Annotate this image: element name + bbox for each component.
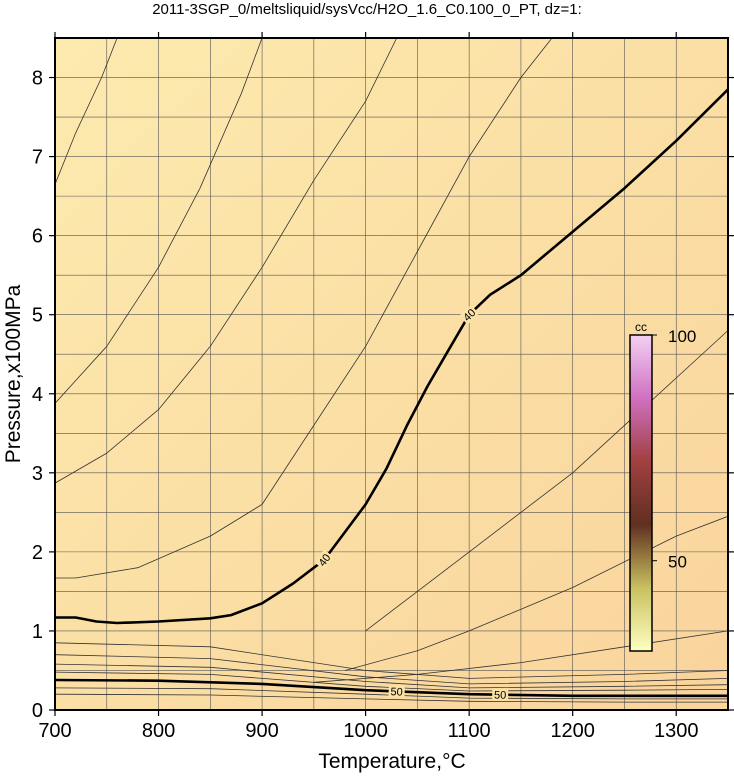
contour-label: 40 bbox=[317, 552, 334, 569]
x-tick-label: 1100 bbox=[448, 720, 491, 742]
bold-contour bbox=[55, 678, 728, 698]
contour-line bbox=[55, 693, 728, 703]
x-tick-label: 1300 bbox=[654, 720, 699, 742]
contour-line bbox=[365, 330, 728, 632]
contour-line bbox=[55, 687, 728, 700]
y-axis-label: Pressure,x100MPa bbox=[2, 284, 25, 463]
contour-line bbox=[55, 663, 728, 689]
chart-title: 2011-3SGP_0/meltsliquid/sysVcc/H2O_1.6_C… bbox=[152, 1, 582, 18]
x-tick-label: 1000 bbox=[343, 720, 388, 742]
y-tick-label: 3 bbox=[32, 463, 43, 485]
contour-line bbox=[344, 515, 728, 671]
colorbar-tick-label: 100 bbox=[668, 327, 696, 346]
x-tick-label: 700 bbox=[38, 720, 71, 742]
contour-line bbox=[55, 671, 728, 692]
contour-label: 50 bbox=[390, 686, 403, 698]
y-tick-label: 7 bbox=[32, 147, 43, 169]
x-tick-label: 1200 bbox=[550, 720, 595, 742]
y-tick-label: 1 bbox=[32, 621, 43, 643]
contour-label-bg bbox=[492, 688, 509, 701]
y-tick-label: 5 bbox=[32, 305, 43, 327]
contour-line bbox=[55, 38, 553, 579]
plot-background bbox=[55, 38, 728, 710]
contour-label: 50 bbox=[494, 690, 506, 702]
contour-label-bg bbox=[388, 685, 405, 698]
bold-contour bbox=[55, 88, 728, 625]
plot-frame bbox=[54, 37, 729, 711]
contour-line bbox=[313, 630, 728, 683]
colorbar-tick-label: 50 bbox=[668, 553, 687, 572]
x-tick-label: 900 bbox=[245, 720, 278, 742]
contour-line bbox=[55, 642, 728, 679]
contour-line bbox=[55, 38, 398, 484]
x-axis-label: Temperature,°C bbox=[318, 750, 465, 773]
y-tick-label: 2 bbox=[32, 542, 43, 564]
contour-line bbox=[55, 38, 263, 404]
contour-label-bg bbox=[459, 304, 480, 325]
y-tick-label: 0 bbox=[32, 700, 43, 722]
y-tick-label: 6 bbox=[32, 226, 43, 248]
contour-label-bg bbox=[314, 549, 334, 570]
contour-line bbox=[55, 654, 728, 685]
colorbar-title: cc bbox=[635, 320, 647, 334]
colorbar bbox=[629, 334, 653, 652]
x-tick-label: 800 bbox=[142, 720, 175, 742]
contour-line bbox=[55, 38, 118, 185]
y-tick-label: 4 bbox=[32, 384, 43, 406]
y-tick-label: 8 bbox=[32, 68, 43, 90]
